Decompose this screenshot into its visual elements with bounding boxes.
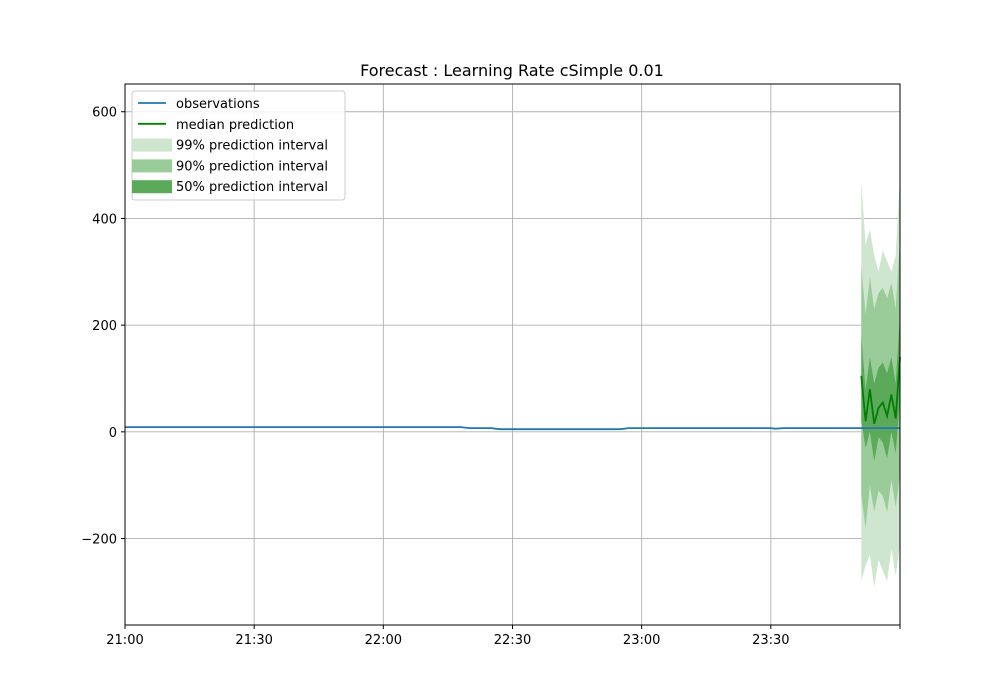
legend-label: 50% prediction interval: [176, 180, 328, 195]
x-tick-label: 22:30: [494, 633, 531, 648]
x-tick-label: 23:30: [752, 633, 789, 648]
x-tick-label: 21:30: [235, 633, 272, 648]
legend-swatch: [132, 138, 172, 152]
chart-title: Forecast : Learning Rate cSimple 0.01: [360, 61, 664, 80]
y-tick-label: 600: [92, 106, 117, 121]
legend: observations median prediction 99% predict…: [131, 90, 346, 201]
x-tick-label: 22:00: [365, 633, 402, 648]
legend-swatch: [132, 180, 172, 194]
legend-swatch: [132, 159, 172, 173]
legend-label: 90% prediction interval: [176, 159, 328, 174]
median-prediction-line: [860, 357, 901, 425]
x-axis: 21:00 21:30 22:00 22:30 23:00 23:30: [106, 625, 901, 648]
x-tick-label: 23:00: [623, 633, 660, 648]
legend-label: median prediction: [176, 118, 294, 133]
prediction-bands: [861, 175, 900, 587]
band-50: [861, 314, 900, 462]
series-lines: [125, 357, 901, 431]
y-tick-label: −200: [81, 533, 117, 548]
grid-lines: [124, 84, 901, 625]
observations-line: [125, 426, 900, 431]
y-tick-label: 0: [109, 426, 117, 441]
y-tick-label: 400: [92, 212, 117, 227]
x-tick-label: 21:00: [106, 633, 143, 648]
legend-label: observations: [176, 97, 260, 112]
legend-label: 99% prediction interval: [176, 139, 328, 154]
y-axis: −200 0 200 400 600: [81, 106, 125, 548]
y-tick-label: 200: [92, 319, 117, 334]
